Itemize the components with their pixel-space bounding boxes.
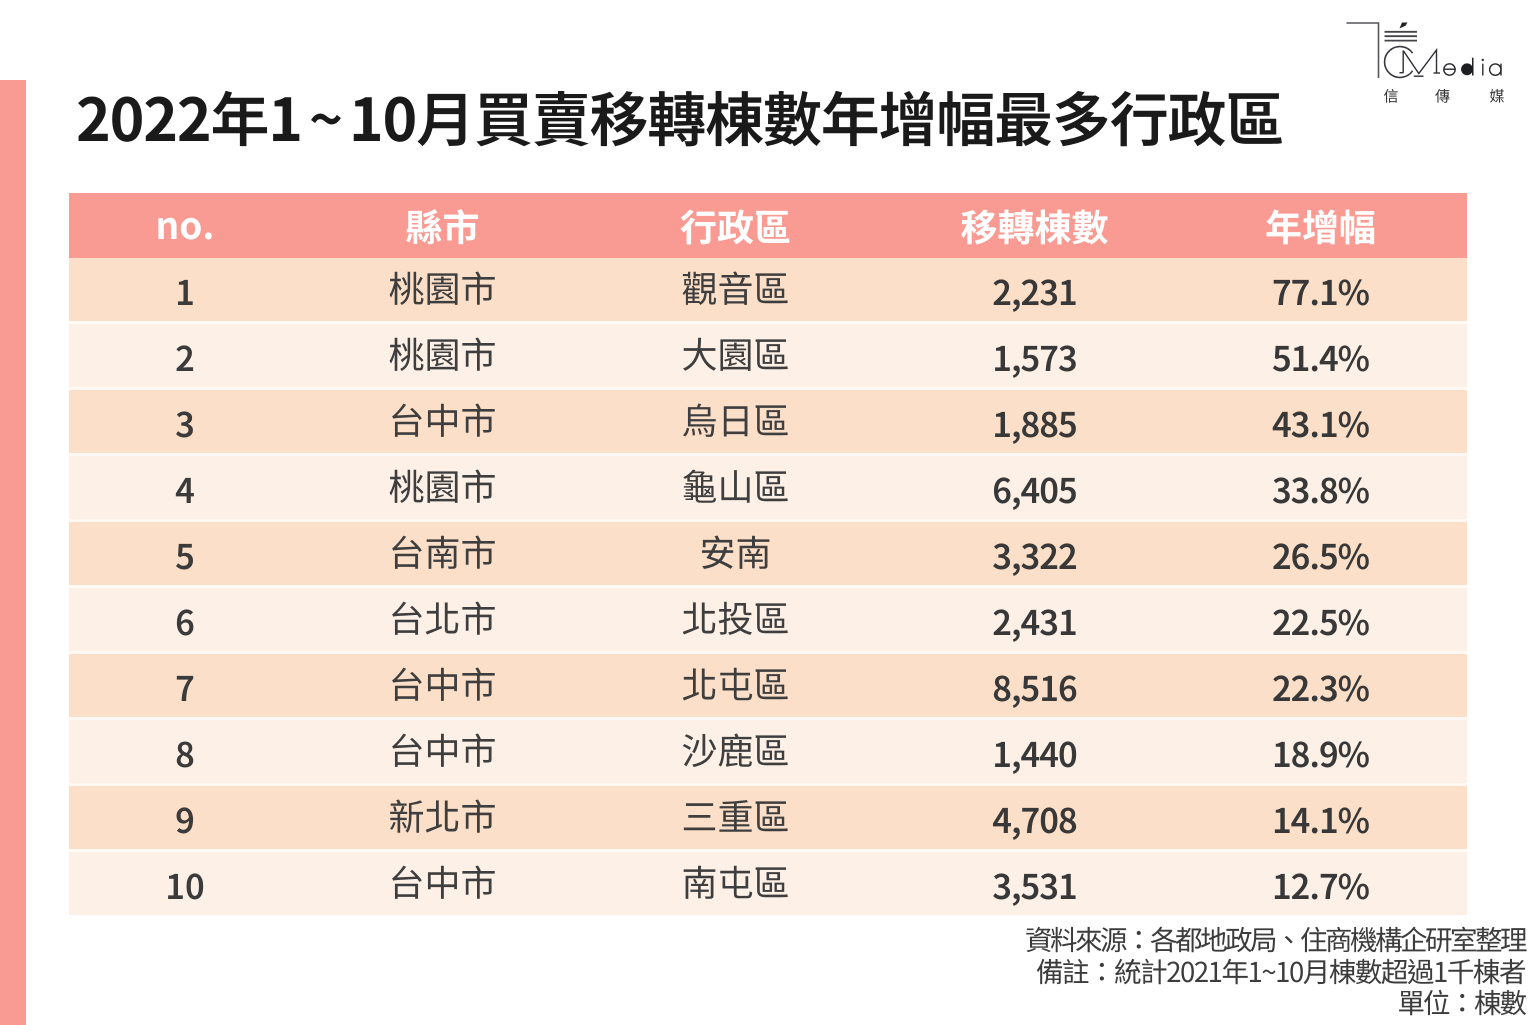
svg-text:傳: 傳 [1435,86,1450,107]
svg-text:信: 信 [1383,86,1398,107]
svg-text:媒: 媒 [1489,86,1504,107]
